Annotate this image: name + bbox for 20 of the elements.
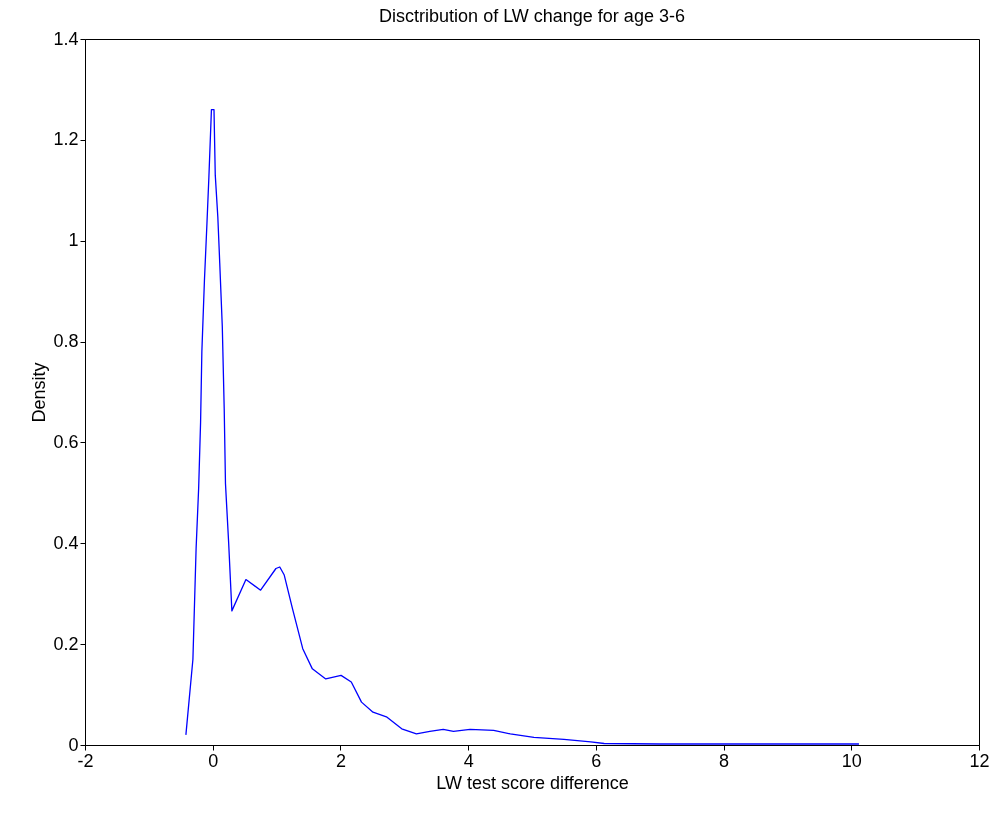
x-tick-label: 6 — [591, 750, 602, 771]
y-tick-label: 1 — [68, 230, 79, 251]
x-tick-label: 2 — [335, 750, 346, 771]
y-tick-label: 0 — [68, 734, 79, 755]
y-tick-label: 0.8 — [53, 331, 79, 352]
x-tick-label: 10 — [841, 750, 862, 771]
chart-title: Disctribution of LW change for age 3-6 — [379, 6, 685, 26]
x-tick-label: -2 — [77, 750, 94, 771]
x-tick-label: 12 — [969, 750, 990, 771]
y-tick-label: 0.4 — [53, 532, 79, 553]
y-axis-title: Density — [29, 362, 50, 423]
y-tick-label: 0.6 — [53, 431, 79, 452]
line-series — [185, 108, 860, 745]
x-tick-label: 0 — [208, 750, 219, 771]
x-axis-title: LW test score difference — [436, 772, 629, 793]
x-tick-label: 4 — [463, 750, 474, 771]
y-tick-label: 0.2 — [53, 633, 79, 654]
x-tick-label: 8 — [719, 750, 730, 771]
y-tick-label: 1.4 — [53, 28, 79, 49]
y-tick-label: 1.2 — [53, 129, 79, 150]
